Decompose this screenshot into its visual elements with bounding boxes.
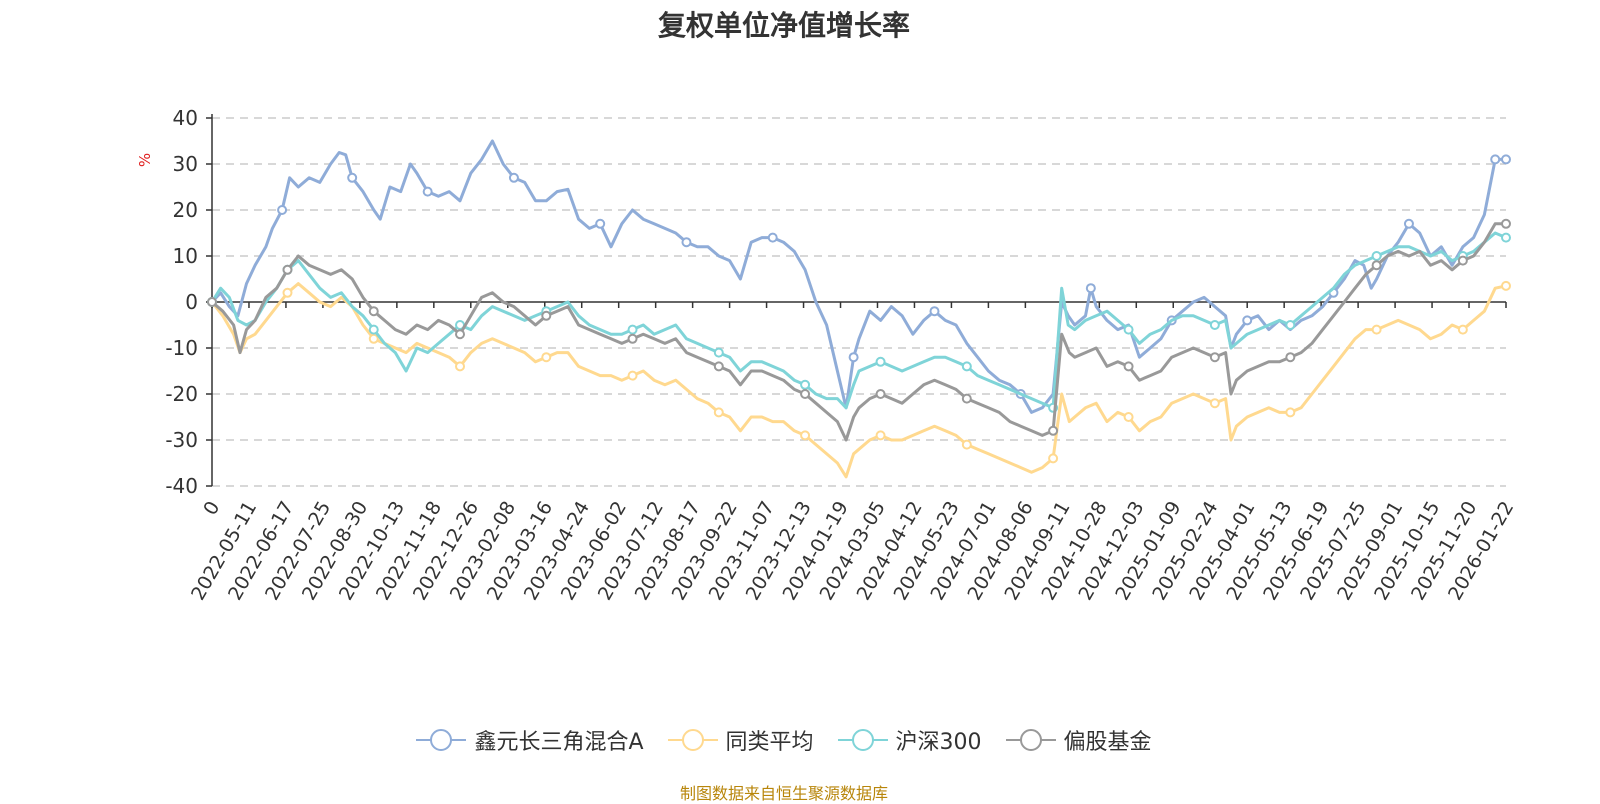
y-tick-label: -30 — [165, 428, 198, 452]
series-point — [1048, 453, 1059, 464]
legend: 鑫元长三角混合A 同类平均 沪深300 偏股基金 — [0, 724, 1568, 759]
series-point — [1371, 260, 1382, 271]
series-layer — [207, 139, 1511, 479]
series-point — [681, 237, 692, 248]
legend-label: 偏股基金 — [1063, 730, 1152, 755]
series-point — [347, 172, 358, 183]
series-point — [508, 172, 519, 183]
legend-marker-icon — [416, 729, 467, 751]
y-tick-label: 10 — [173, 244, 198, 268]
series-point — [1209, 352, 1220, 363]
series-point — [961, 439, 972, 450]
series-point — [1501, 154, 1511, 165]
series-point — [961, 393, 972, 404]
tick-layer: 403020100-10-20-30-4002022-05-112022-06-… — [165, 106, 1518, 604]
series-point — [1285, 352, 1296, 363]
series-point — [929, 306, 940, 317]
series-point — [368, 306, 379, 317]
series-point — [422, 186, 433, 197]
y-tick-label: 0 — [185, 290, 198, 314]
legend-marker-icon — [667, 729, 718, 751]
series-point — [1501, 280, 1511, 291]
series-point — [800, 389, 811, 399]
axis-layer — [206, 114, 1507, 487]
series-point — [595, 218, 606, 229]
y-axis-label: % — [136, 153, 154, 167]
series-point — [800, 379, 811, 390]
y-tick-label: 40 — [173, 106, 198, 130]
series-point — [627, 324, 638, 335]
series-point — [455, 329, 466, 340]
series-point — [800, 430, 811, 441]
series-point — [1123, 361, 1134, 372]
series-point — [1209, 320, 1220, 330]
series-point — [767, 232, 778, 243]
series-point — [1501, 232, 1511, 243]
series-point — [1285, 320, 1296, 330]
series-point — [455, 361, 466, 372]
series-point — [875, 356, 886, 367]
series-point — [1457, 324, 1468, 335]
series-point — [713, 347, 724, 358]
series-point — [627, 333, 638, 344]
series-point — [207, 297, 217, 307]
chart-title: 复权单位净值增长率 — [657, 9, 910, 42]
legend-item-3[interactable]: 偏股基金 — [1005, 724, 1152, 756]
series-point — [1490, 154, 1501, 165]
series-point — [875, 389, 886, 399]
series-point — [713, 361, 724, 372]
series-point — [1285, 407, 1296, 418]
series-point — [1501, 218, 1511, 229]
y-tick-label: 20 — [173, 198, 198, 222]
series-point — [1371, 251, 1382, 261]
legend-label: 沪深300 — [895, 730, 982, 755]
series-point — [1242, 315, 1253, 326]
y-tick-label: -40 — [165, 474, 198, 498]
series-point — [1457, 255, 1468, 266]
source-note: 制图数据来自恒生聚源数据库 — [679, 784, 888, 803]
series-line-3 — [211, 222, 1506, 442]
legend-item-2[interactable]: 沪深300 — [837, 724, 982, 756]
legend-label: 同类平均 — [725, 730, 814, 755]
series-point — [961, 361, 972, 372]
series-point — [1085, 283, 1096, 294]
chart-plot-area: 403020100-10-20-30-4002022-05-112022-06-… — [136, 106, 1518, 604]
series-point — [1403, 218, 1414, 229]
grid-layer — [212, 117, 1506, 487]
series-point — [875, 430, 886, 441]
x-tick-label: 0 — [199, 498, 224, 519]
series-point — [282, 287, 293, 298]
series-line-0 — [210, 139, 1506, 414]
series-point — [1123, 324, 1134, 335]
legend-marker-icon — [1005, 729, 1056, 751]
series-point — [541, 310, 552, 321]
y-tick-label: -10 — [165, 336, 198, 360]
legend-item-0[interactable]: 鑫元长三角混合A — [416, 724, 644, 756]
legend-label: 鑫元长三角混合A — [474, 730, 644, 755]
series-line-1 — [210, 282, 1507, 479]
series-point — [1209, 398, 1220, 409]
series-point — [541, 352, 552, 363]
legend-item-1[interactable]: 同类平均 — [667, 724, 814, 756]
series-point — [713, 407, 724, 418]
series-point — [282, 264, 293, 275]
series-point — [1123, 412, 1134, 422]
series-point — [277, 205, 288, 215]
series-line-2 — [210, 231, 1507, 410]
series-point — [368, 324, 379, 335]
series-point — [848, 352, 859, 363]
series-point — [1048, 425, 1059, 436]
series-point — [1371, 324, 1382, 335]
series-point — [368, 333, 379, 344]
legend-marker-icon — [837, 729, 888, 751]
y-tick-label: 30 — [173, 152, 198, 176]
series-point — [627, 370, 638, 381]
y-tick-label: -20 — [165, 382, 198, 406]
